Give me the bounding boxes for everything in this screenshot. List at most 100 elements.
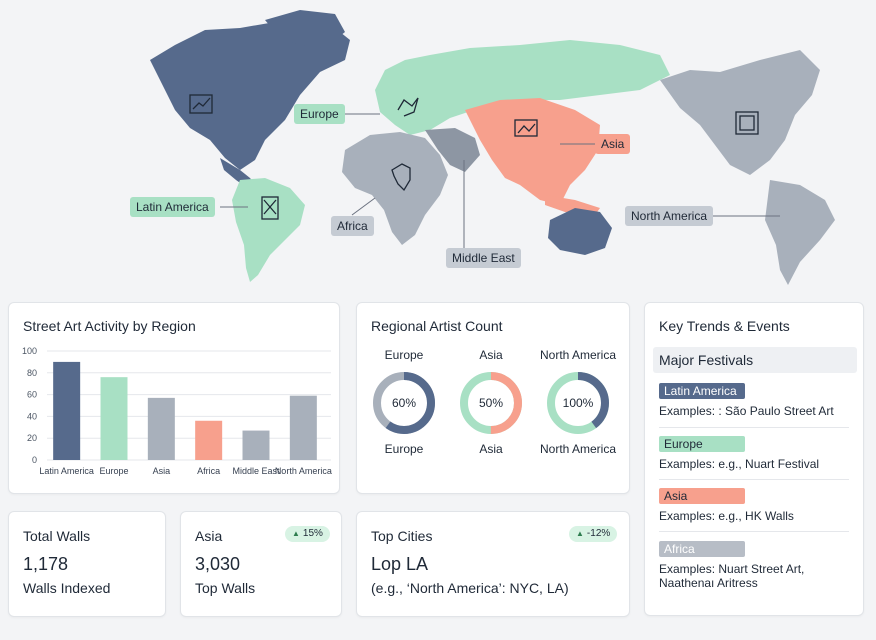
trends-card: Key Trends & Events Major Festivals Lati… xyxy=(644,302,864,616)
map-label-asia[interactable]: Asia xyxy=(595,134,631,154)
picture-frame-icon xyxy=(514,119,538,137)
x-tick-label: Middle East xyxy=(232,466,280,476)
donut-top-label: Europe xyxy=(384,348,424,362)
stat-value: Lop LA xyxy=(371,554,429,574)
donut-bottom-label: Asia xyxy=(479,442,503,456)
trend-item[interactable]: Africa Examples: Nuart Street Art, Naath… xyxy=(659,540,855,590)
donut-ring xyxy=(460,372,522,434)
map-label-middle-east[interactable]: Middle East xyxy=(446,248,521,268)
stat-value: 1,178 xyxy=(23,554,69,574)
stat-title: Top Cities xyxy=(371,528,433,544)
bar xyxy=(100,377,128,460)
artist-count-card: Regional Artist Count Europe 60% Europe … xyxy=(356,302,630,494)
donut-top-label: Asia xyxy=(479,348,503,362)
map-label-latin-america[interactable]: Latin America xyxy=(130,197,215,217)
x-tick-label: Asia xyxy=(153,466,171,476)
stat-value: 3,030 xyxy=(195,554,241,574)
bar xyxy=(147,397,175,460)
stat-title: Asia xyxy=(195,528,223,544)
trend-example: Examples: e.g., Nuart Festival xyxy=(659,457,820,471)
bar xyxy=(53,361,81,460)
trend-example-continued: Naathenaı Aritress xyxy=(659,576,758,590)
donut-percent: 100% xyxy=(562,396,594,410)
activity-bar-chart: 0 20 40 60 80 100 Latin America Europe Asia Afric… xyxy=(22,346,332,476)
total-walls-card: Total Walls 1,178 Walls Indexed xyxy=(8,511,166,617)
trend-tag: Africa xyxy=(659,541,745,557)
divider xyxy=(659,427,849,428)
x-tick-label: North America xyxy=(275,466,332,476)
map-region-asia[interactable] xyxy=(465,98,600,205)
donut-north-america: North America 100% North America xyxy=(533,348,623,456)
x-tick-label: Europe xyxy=(99,466,128,476)
map-region-australia[interactable] xyxy=(548,208,612,255)
map-label-africa[interactable]: Africa xyxy=(331,216,374,236)
world-map: Europe Asia Latin America Africa Middle … xyxy=(0,0,876,300)
donut-arc xyxy=(373,372,435,434)
trend-example: Examples: : São Paulo Street Art xyxy=(659,404,834,418)
europe-map-icon xyxy=(397,97,419,117)
map-region-south-america-east xyxy=(765,180,835,285)
donut-arc xyxy=(460,372,522,434)
stat-subtitle: (e.g., ‘North America’: NYC, LA) xyxy=(371,580,569,596)
y-tick-label: 60 xyxy=(27,390,37,400)
map-region-north-america-west[interactable] xyxy=(150,22,350,170)
map-region-middle-east[interactable] xyxy=(425,128,480,172)
chart-frame-icon xyxy=(189,94,213,114)
donut-percent: 60% xyxy=(391,396,417,410)
map-label-north-america[interactable]: North America xyxy=(625,206,714,226)
badge-value: 15% xyxy=(302,528,323,539)
donut-bottom-label: North America xyxy=(539,442,617,456)
badge-value: -12% xyxy=(586,528,611,539)
x-tick-label: Latin America xyxy=(39,466,94,476)
donut-bottom-label: Europe xyxy=(384,442,424,456)
divider xyxy=(659,531,849,532)
donut-europe: Europe 60% Europe xyxy=(359,348,449,456)
pen-frame-icon xyxy=(261,196,279,220)
donut-arc xyxy=(547,372,609,434)
divider xyxy=(659,479,849,480)
trend-badge-up: ▲ 15% xyxy=(285,526,330,542)
trend-tag: Europe xyxy=(659,436,745,452)
y-tick-label: 0 xyxy=(32,455,37,465)
y-tick-label: 20 xyxy=(27,433,37,443)
map-label-europe[interactable]: Europe xyxy=(294,104,345,124)
trend-tag: Latin America xyxy=(659,383,745,399)
bar xyxy=(195,420,223,460)
map-icons xyxy=(189,94,759,220)
africa-outline-icon xyxy=(391,163,411,192)
donut-percent: 50% xyxy=(478,396,504,410)
trends-title: Key Trends & Events xyxy=(659,318,790,334)
framed-art-icon xyxy=(735,111,759,135)
trend-example: Examples: Nuart Street Art, xyxy=(659,562,805,576)
triangle-up-icon: ▲ xyxy=(576,529,584,538)
trend-item[interactable]: Europe Examples: e.g., Nuart Festival xyxy=(659,435,855,471)
stat-title: Total Walls xyxy=(23,528,91,544)
activity-title: Street Art Activity by Region xyxy=(23,318,196,334)
trend-item[interactable]: Latin America Examples: : São Paulo Stre… xyxy=(659,382,855,418)
top-cities-card: Top Cities ▲ -12% Lop LA (e.g., ‘North Am… xyxy=(356,511,630,617)
y-tick-label: 100 xyxy=(22,346,37,356)
stat-subtitle: Walls Indexed xyxy=(23,580,111,596)
triangle-up-icon: ▲ xyxy=(292,529,300,538)
asia-walls-card: Asia ▲ 15% 3,030 Top Walls xyxy=(180,511,342,617)
donut-ring xyxy=(373,372,435,434)
map-region-greenland xyxy=(265,10,345,48)
x-tick-label: Africa xyxy=(197,466,220,476)
stat-subtitle: Top Walls xyxy=(195,580,256,596)
activity-card: Street Art Activity by Region 0 20 40 60 80 1… xyxy=(8,302,340,494)
donut-asia: Asia 50% Asia xyxy=(446,348,536,456)
artist-count-title: Regional Artist Count xyxy=(371,318,503,334)
donut-top-label: North America xyxy=(539,348,617,362)
map-region-latin-america[interactable] xyxy=(232,178,305,282)
bar xyxy=(289,395,317,460)
world-map-svg xyxy=(150,10,835,285)
trend-item[interactable]: Asia Examples: e.g., HK Walls xyxy=(659,487,855,523)
map-leader-lines xyxy=(220,113,780,248)
y-tick-label: 80 xyxy=(27,368,37,378)
map-region-africa[interactable] xyxy=(342,132,448,245)
trend-example: Examples: e.g., HK Walls xyxy=(659,509,794,523)
y-tick-label: 40 xyxy=(27,411,37,421)
bar xyxy=(242,430,270,460)
trend-tag: Asia xyxy=(659,488,745,504)
map-region-europe[interactable] xyxy=(375,40,670,135)
